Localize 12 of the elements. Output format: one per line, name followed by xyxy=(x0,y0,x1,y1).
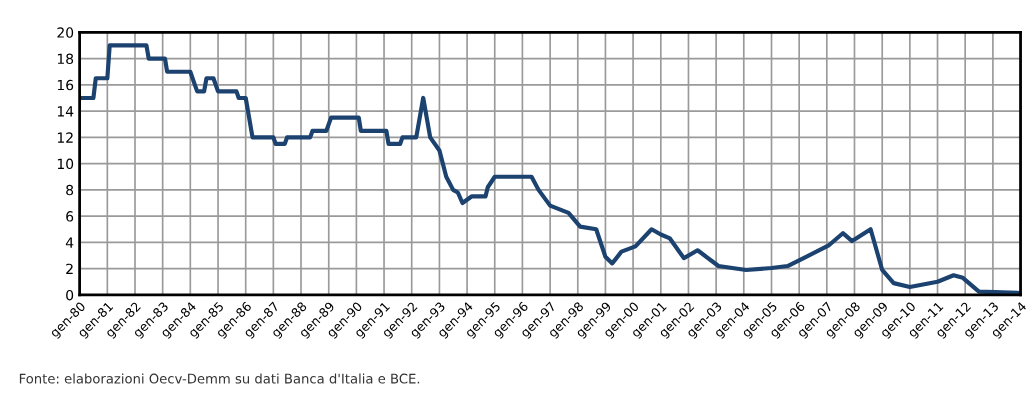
y-tick-label: 14 xyxy=(57,106,74,117)
y-tick-label: 8 xyxy=(66,184,74,196)
y-tick-label: 4 xyxy=(65,237,74,248)
y-tick-label: 18 xyxy=(57,53,74,65)
y-tick-label: 20 xyxy=(57,27,74,38)
y-tick-label: 6 xyxy=(66,211,74,222)
y-tick-label: 2 xyxy=(66,263,73,274)
y-tick-label: 0 xyxy=(66,289,74,301)
source-note: Fonte: elaborazioni Oecv-Demm su dati Banca d'Italia e BCE. xyxy=(19,373,420,384)
y-tick-label: 16 xyxy=(57,79,74,91)
y-tick-label: 10 xyxy=(57,158,74,170)
y-tick-label: 12 xyxy=(57,132,73,143)
